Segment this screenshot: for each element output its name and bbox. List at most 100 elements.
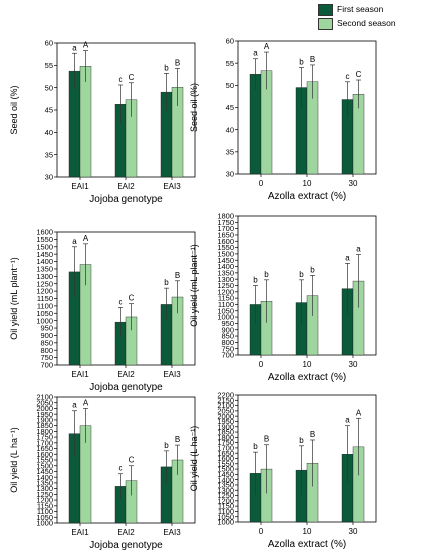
chart-2-ytick-label: 1050	[36, 309, 53, 318]
chart-4-significance-label: C	[129, 456, 135, 465]
chart-0-ytick-label: 55	[45, 61, 53, 70]
chart-0-xtick-label: EAI1	[71, 182, 89, 191]
chart-3-ytick-label: 800	[221, 338, 234, 347]
chart-3-ytick-label: 1050	[217, 306, 234, 315]
chart-3-ytick-label: 950	[221, 319, 234, 328]
chart-2-significance-label: B	[175, 271, 180, 280]
chart-4-ytick-label: 1900	[36, 416, 53, 425]
chart-1-ytick-label: 40	[226, 125, 234, 134]
chart-5-ytick-label: 1700	[217, 444, 234, 453]
chart-4-significance-label: B	[175, 435, 180, 444]
chart-4-xtick-label: EAI3	[163, 528, 181, 537]
chart-0-xtick-label: EAI2	[117, 182, 135, 191]
chart-3-ytick-label: 1150	[218, 294, 234, 303]
chart-1-significance-label: b	[299, 58, 304, 67]
chart-5-ytick-label: 1950	[217, 417, 234, 426]
chart-0-significance-label: c	[119, 75, 123, 84]
chart-2-ytick-label: 1000	[36, 316, 53, 325]
chart-3-significance-label: a	[345, 253, 350, 262]
chart-1-ytick-label: 30	[226, 170, 234, 179]
chart-4-ytick-label: 1250	[36, 490, 53, 499]
chart-2-ylabel: Oil yield (mL plant⁻¹)	[9, 257, 19, 339]
chart-2-ytick-label: 1400	[36, 257, 53, 266]
chart-4-ytick-label: 1750	[36, 433, 53, 442]
chart-4-ytick-label: 1050	[36, 513, 53, 522]
chart-5-ytick-label: 1350	[217, 481, 234, 490]
chart-2-ytick-label: 1550	[36, 235, 53, 244]
chart-4-xtick-label: EAI1	[71, 528, 89, 537]
chart-4-ytick-label: 1300	[36, 484, 53, 493]
chart-5-ytick-label: 2150	[217, 396, 234, 405]
chart-5-ytick-label: 1850	[217, 428, 234, 437]
chart-4-ytick-label: 1650	[36, 444, 53, 453]
chart-3-significance-label: b	[253, 276, 258, 285]
chart-3-xtick-label: 10	[303, 360, 312, 369]
chart-3-ytick-label: 1200	[217, 287, 234, 296]
chart-4-ytick-label: 1700	[36, 438, 53, 447]
chart-4-ytick-label: 1400	[36, 473, 53, 482]
chart-5-significance-label: A	[356, 408, 362, 417]
chart-3-ytick-label: 1650	[217, 231, 234, 240]
chart-0-bar-second-season	[79, 66, 92, 178]
chart-2-xtick-label: EAI2	[117, 370, 135, 379]
chart-0-ylabel: Seed oil (%)	[9, 85, 19, 134]
chart-2-ytick-label: 1350	[36, 265, 53, 274]
chart-0-ytick-label: 30	[45, 173, 53, 182]
chart-3-ytick-label: 900	[221, 325, 234, 334]
chart-3-xlabel: Azolla extract (%)	[268, 372, 346, 383]
chart-4-ytick-label: 2050	[36, 398, 53, 407]
chart-3-significance-label: b	[310, 265, 315, 274]
chart-3-ytick-label: 1550	[217, 243, 234, 252]
chart-3-ytick-label: 700	[221, 351, 234, 360]
chart-4-ytick-label: 1200	[36, 496, 53, 505]
chart-3-xtick-label: 0	[259, 360, 264, 369]
chart-4-significance-label: a	[72, 401, 77, 410]
chart-4-significance-label: c	[119, 464, 123, 473]
chart-1-significance-label: B	[310, 55, 315, 64]
chart-4-ytick-label: 1000	[36, 519, 53, 528]
chart-1-significance-label: C	[356, 70, 362, 79]
chart-3-significance-label: b	[264, 270, 269, 279]
chart-3-ytick-label: 1800	[217, 212, 234, 221]
chart-5-ytick-label: 1650	[217, 449, 234, 458]
chart-1-xtick-label: 30	[349, 179, 358, 188]
chart-5-significance-label: b	[253, 442, 258, 451]
chart-3-ytick-label: 850	[221, 332, 234, 341]
chart-5-ytick-label: 1250	[217, 491, 234, 500]
chart-5-ytick-label: 2100	[217, 401, 234, 410]
chart-5-significance-label: B	[310, 430, 315, 439]
legend-swatch-second-season	[318, 18, 333, 30]
chart-4-xtick-label: EAI2	[117, 528, 135, 537]
chart-0-ytick-label: 60	[45, 39, 53, 48]
chart-2-ytick-label: 1300	[36, 272, 53, 281]
chart-3-significance-label: b	[299, 270, 304, 279]
chart-4-xlabel: Jojoba genotype	[89, 540, 163, 550]
chart-2-significance-label: C	[129, 294, 135, 303]
chart-0-significance-label: C	[129, 73, 135, 82]
chart-4-ytick-label: 1500	[36, 461, 53, 470]
chart-5-ytick-label: 1000	[217, 518, 234, 527]
chart-0-significance-label: A	[83, 41, 89, 50]
chart-4-ylabel: Oil yield (L ha⁻¹)	[9, 427, 19, 492]
chart-2-ytick-label: 800	[40, 346, 53, 355]
chart-0-significance-label: a	[72, 43, 77, 52]
chart-3-ytick-label: 1750	[217, 218, 234, 227]
chart-0-ytick-label: 50	[45, 83, 53, 92]
chart-2-ytick-label: 950	[40, 324, 53, 333]
chart-2-ytick-label: 1250	[36, 279, 53, 288]
chart-4-significance-label: A	[83, 398, 89, 407]
chart-5-ytick-label: 1550	[217, 459, 234, 468]
chart-2-significance-label: A	[83, 234, 89, 243]
chart-4-ytick-label: 1450	[36, 467, 53, 476]
chart-5-ylabel: Oil yield (L ha⁻¹)	[189, 426, 199, 491]
chart-4-ytick-label: 2000	[36, 404, 53, 413]
chart-4-ytick-label: 2100	[36, 393, 53, 402]
chart-5-ytick-label: 1600	[217, 454, 234, 463]
chart-5-ytick-label: 1200	[217, 496, 234, 505]
chart-2-significance-label: a	[72, 237, 77, 246]
chart-5-ytick-label: 1300	[217, 486, 234, 495]
chart-2-ytick-label: 700	[40, 361, 53, 370]
chart-2-significance-label: b	[164, 278, 169, 287]
chart-3-significance-label: a	[356, 245, 361, 254]
chart-0-ytick-label: 45	[45, 106, 53, 115]
